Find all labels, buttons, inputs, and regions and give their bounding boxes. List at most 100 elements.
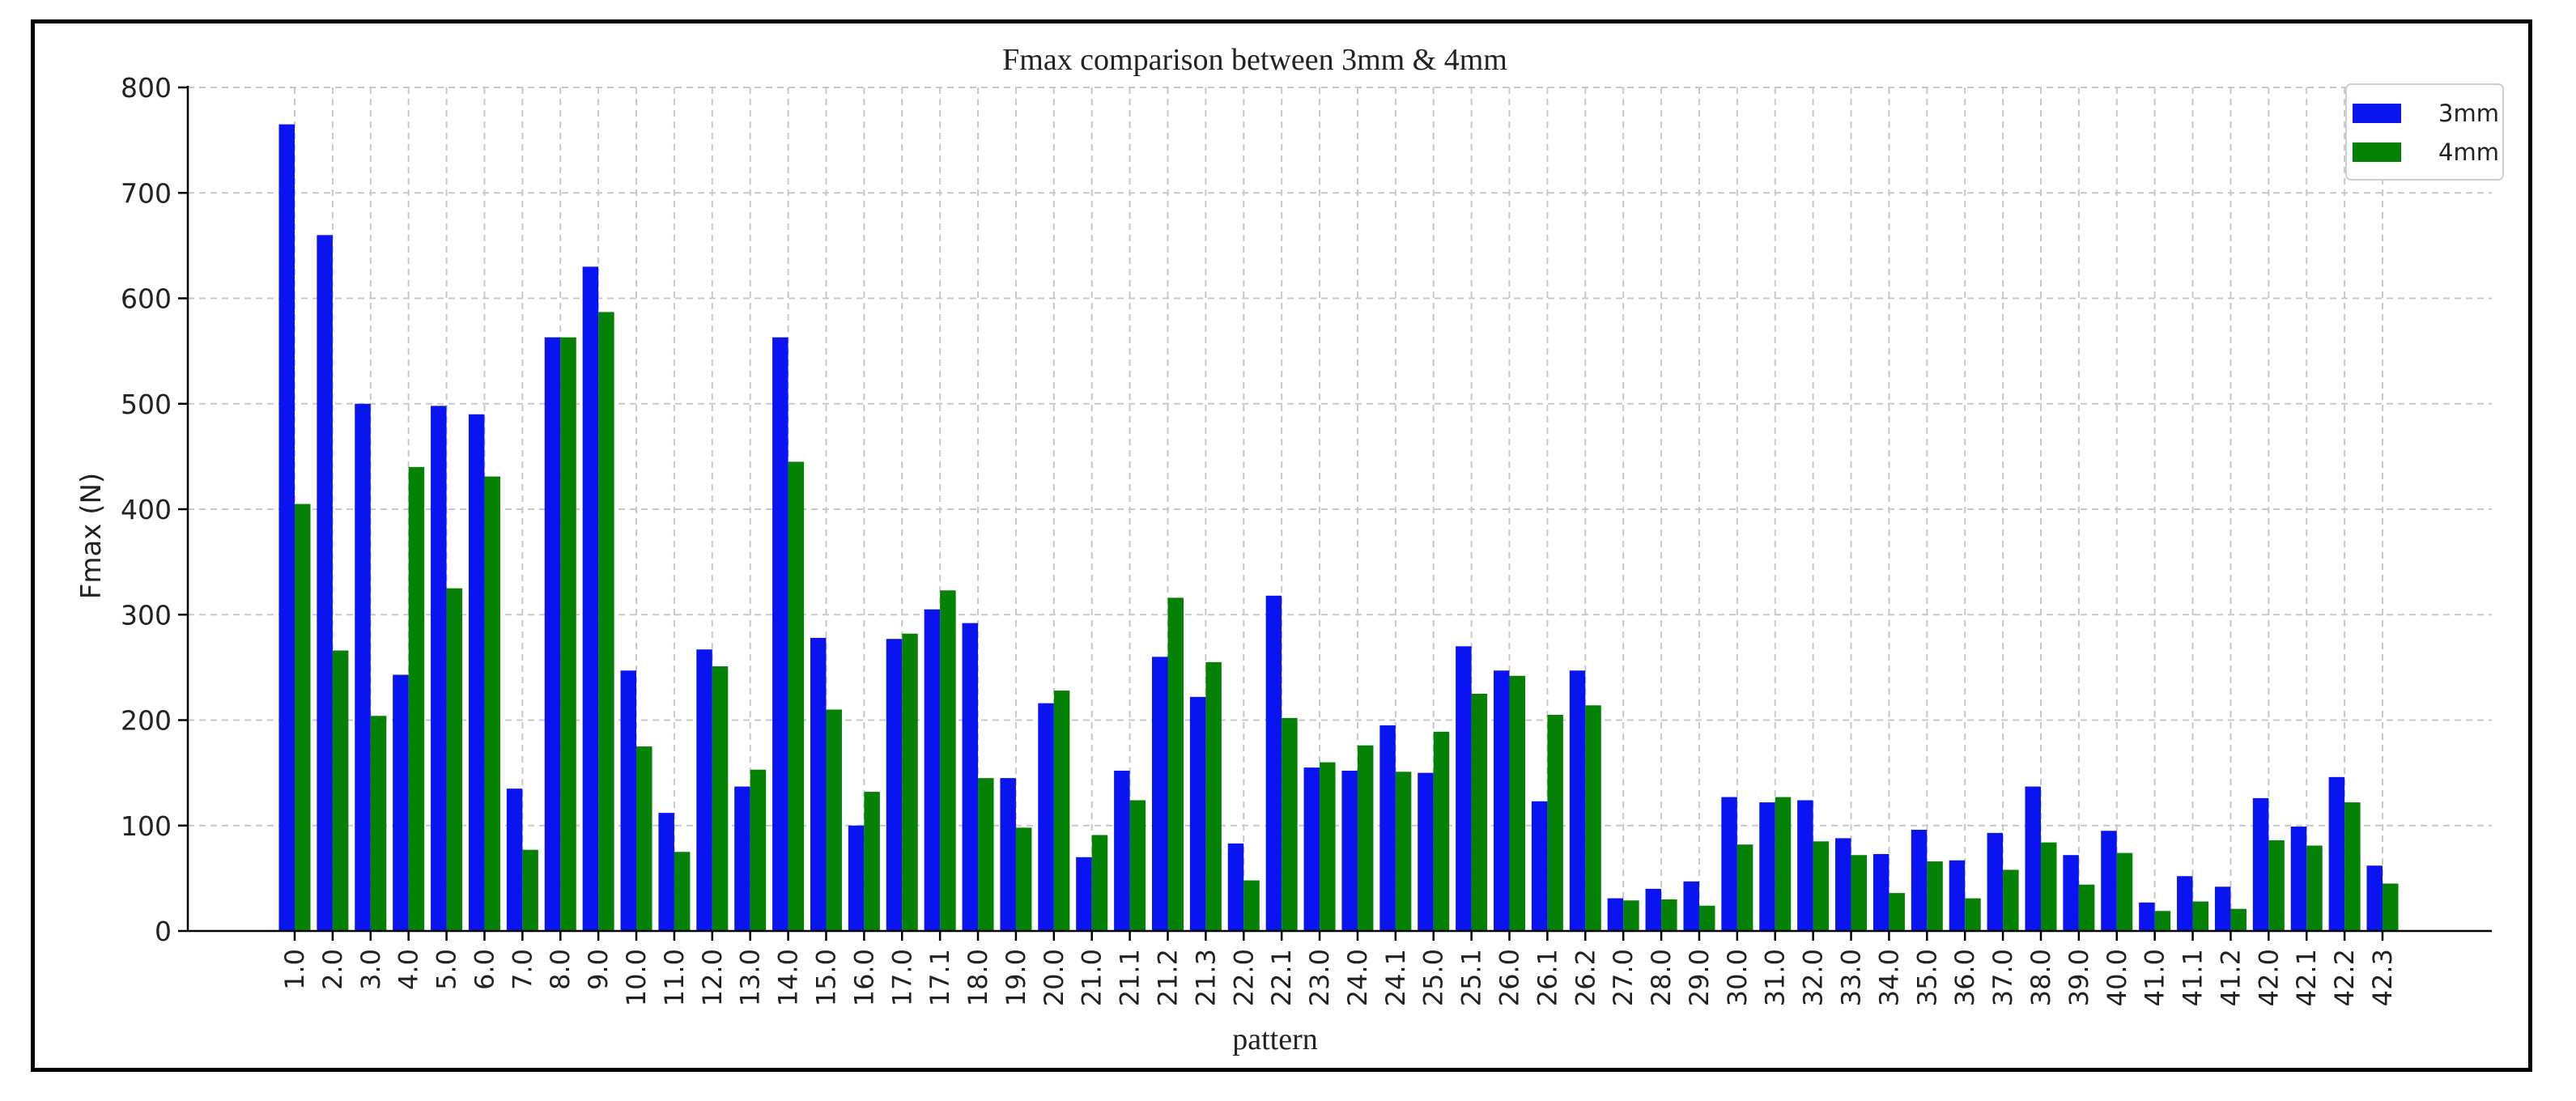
bar-4mm-14.0 <box>788 461 805 931</box>
x-tick-label: 25.0 <box>1418 949 1449 1006</box>
x-tick-label: 24.1 <box>1380 949 1411 1006</box>
y-tick-label: 200 <box>121 705 172 737</box>
bar-4mm-41.2 <box>2230 908 2247 931</box>
bar-4mm-15.0 <box>826 709 842 931</box>
bar-4mm-26.1 <box>1547 714 1563 931</box>
bar-3mm-23.0 <box>1303 767 1320 931</box>
bar-3mm-29.0 <box>1683 881 1699 931</box>
bar-3mm-7.0 <box>506 789 523 931</box>
x-tick-label: 36.0 <box>1949 949 1980 1006</box>
bar-4mm-31.0 <box>1775 797 1792 931</box>
bar-3mm-20.0 <box>1038 703 1054 931</box>
x-tick-label: 6.0 <box>469 949 499 990</box>
x-tick-label: 29.0 <box>1684 949 1715 1006</box>
x-tick-label: 41.0 <box>2140 949 2170 1006</box>
bar-4mm-29.0 <box>1698 905 1715 931</box>
bar-4mm-33.0 <box>1851 855 1868 931</box>
bar-3mm-17.1 <box>924 609 941 931</box>
bar-3mm-21.3 <box>1189 696 1206 931</box>
bar-3mm-3.0 <box>355 403 371 931</box>
bar-4mm-41.1 <box>2192 901 2209 931</box>
bar-4mm-9.0 <box>598 312 614 931</box>
legend-label-3mm: 3mm <box>2438 100 2499 127</box>
bar-3mm-14.0 <box>772 337 789 931</box>
bar-4mm-30.0 <box>1736 844 1753 931</box>
bar-3mm-9.0 <box>582 266 599 931</box>
bar-4mm-42.1 <box>2306 845 2323 931</box>
bar-4mm-22.1 <box>1282 717 1298 931</box>
bar-4mm-26.2 <box>1585 705 1601 931</box>
bar-3mm-37.0 <box>1987 832 2004 931</box>
x-tick-label: 7.0 <box>507 949 538 990</box>
bars-layer <box>278 124 2399 932</box>
legend: 3mm 4mm <box>2345 83 2504 181</box>
bar-3mm-36.0 <box>1949 860 1966 931</box>
x-tick-label: 15.0 <box>810 949 841 1006</box>
bar-4mm-8.0 <box>560 337 576 931</box>
bar-3mm-42.0 <box>2252 797 2269 931</box>
bar-4mm-39.0 <box>2078 884 2095 931</box>
legend-swatch-3mm <box>2353 104 2401 123</box>
x-tick-label: 23.0 <box>1304 949 1335 1006</box>
bar-4mm-17.0 <box>902 633 918 931</box>
x-tick-label: 17.1 <box>925 949 955 1006</box>
ticks-layer: 0 100 200 300 400 500 600 700 800 1.0 2.0 3.0 4.0 5.0… <box>121 72 2398 1006</box>
bar-3mm-12.0 <box>696 649 712 931</box>
bar-4mm-36.0 <box>1965 898 1981 931</box>
x-tick-label: 33.0 <box>1836 949 1867 1006</box>
bar-3mm-11.0 <box>658 813 674 931</box>
y-tick-label: 100 <box>121 810 172 842</box>
bar-4mm-1.0 <box>295 504 311 931</box>
bar-4mm-10.0 <box>636 746 653 931</box>
bar-3mm-24.1 <box>1379 725 1396 931</box>
legend-swatch-4mm <box>2353 142 2401 162</box>
bar-3mm-24.0 <box>1341 771 1358 931</box>
bar-4mm-24.0 <box>1357 745 1374 931</box>
bar-4mm-18.0 <box>978 778 994 931</box>
x-tick-label: 22.0 <box>1228 949 1259 1006</box>
bar-4mm-32.0 <box>1813 841 1830 931</box>
x-tick-label: 41.2 <box>2215 949 2246 1006</box>
x-tick-label: 28.0 <box>1646 949 1677 1006</box>
x-tick-label: 19.0 <box>1001 949 1031 1006</box>
bar-3mm-16.0 <box>848 825 865 931</box>
bar-4mm-42.3 <box>2383 883 2399 931</box>
bar-3mm-42.3 <box>2366 865 2383 931</box>
x-tick-label: 21.3 <box>1190 949 1221 1006</box>
bar-4mm-22.0 <box>1243 880 1260 931</box>
bar-3mm-2.0 <box>317 235 333 932</box>
x-tick-label: 35.0 <box>1911 949 1942 1006</box>
grid-layer <box>188 87 2492 931</box>
bar-3mm-26.2 <box>1569 670 1586 931</box>
x-tick-label: 42.0 <box>2253 949 2284 1006</box>
x-tick-label: 1.0 <box>279 949 310 990</box>
bar-3mm-8.0 <box>544 337 561 931</box>
bar-3mm-41.0 <box>2139 902 2155 931</box>
x-tick-label: 40.0 <box>2102 949 2132 1006</box>
bar-3mm-34.0 <box>1872 853 1889 931</box>
bar-4mm-23.0 <box>1320 762 1336 931</box>
x-tick-label: 3.0 <box>355 949 386 990</box>
bar-3mm-40.0 <box>2101 831 2117 931</box>
bar-4mm-19.0 <box>1015 827 1032 931</box>
x-tick-label: 42.3 <box>2367 949 2398 1006</box>
bar-4mm-28.0 <box>1661 899 1677 931</box>
bar-4mm-13.0 <box>750 769 767 931</box>
x-tick-label: 26.1 <box>1532 949 1562 1006</box>
x-tick-label: 39.0 <box>2064 949 2094 1006</box>
x-tick-label: 14.0 <box>773 949 804 1006</box>
bar-3mm-21.0 <box>1076 857 1092 931</box>
bar-4mm-35.0 <box>1927 861 1943 931</box>
bar-3mm-22.0 <box>1227 843 1244 931</box>
x-tick-label: 10.0 <box>621 949 652 1006</box>
y-tick-label: 800 <box>121 72 172 104</box>
y-tick-label: 0 <box>155 916 172 947</box>
bar-3mm-5.0 <box>431 406 447 932</box>
bar-4mm-3.0 <box>370 716 387 931</box>
x-tick-label: 2.0 <box>317 949 348 990</box>
chart-title: Fmax comparison between 3mm & 4mm <box>1002 43 1507 77</box>
bar-3mm-39.0 <box>2063 855 2079 931</box>
x-tick-label: 5.0 <box>431 949 462 990</box>
bar-3mm-25.0 <box>1418 772 1434 932</box>
x-tick-label: 38.0 <box>2026 949 2056 1006</box>
